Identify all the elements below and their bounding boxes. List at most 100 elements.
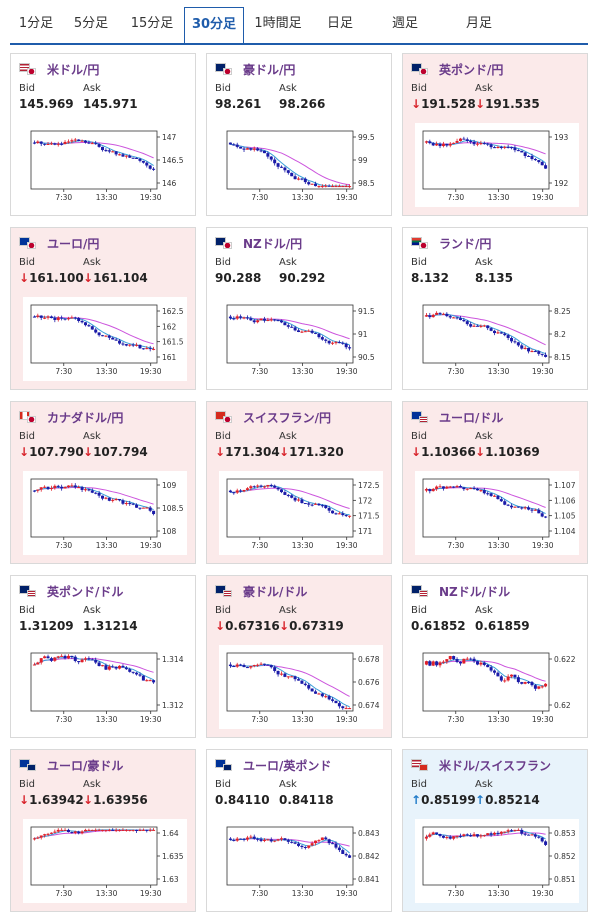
pair-header[interactable]: スイスフラン/円 (215, 409, 331, 425)
pair-header[interactable]: 米ドル/スイスフラン (411, 757, 551, 773)
candle-body (60, 317, 64, 319)
chart-area[interactable]: 109 108.5 108 7:30 13:30 19:30 (23, 471, 187, 555)
pair-header[interactable]: 英ポンド/円 (411, 61, 503, 77)
rate-card[interactable]: 米ドル/スイスフラン Bid Ask ↑0.85199 ↑0.85214 0.8… (402, 749, 588, 912)
chart-area[interactable]: 0.622 0.62 7:30 13:30 19:30 (415, 645, 579, 729)
pair-header[interactable]: ユーロ/円 (19, 235, 99, 251)
candle-body (242, 489, 246, 492)
y-tick-label: 162 (162, 322, 177, 331)
rate-card[interactable]: 米ドル/円 Bid Ask 145.969 145.971 147 146.5 14… (10, 53, 196, 216)
rate-card[interactable]: NZドル/ドル Bid Ask 0.61852 0.61859 0.622 0.6… (402, 575, 588, 738)
pair-header[interactable]: ランド/円 (411, 235, 491, 251)
pair-name[interactable]: 英ポンド/ドル (47, 584, 124, 599)
candle-body (489, 493, 493, 496)
chart-area[interactable]: 193 192 7:30 13:30 19:30 (415, 123, 579, 207)
rate-card[interactable]: ユーロ/豪ドル Bid Ask ↓1.63942 ↓1.63956 1.64 1.… (10, 749, 196, 912)
pair-name[interactable]: 米ドル/スイスフラン (439, 758, 552, 773)
candle-body (276, 487, 280, 490)
rate-card[interactable]: 英ポンド/ドル Bid Ask 1.31209 1.31214 1.314 1.3… (10, 575, 196, 738)
tab-2[interactable]: 15分足 (130, 16, 174, 31)
candle-body (493, 832, 497, 835)
pair-name[interactable]: 豪ドル/ドル (243, 584, 308, 599)
pair-name[interactable]: 英ポンド/円 (439, 62, 504, 77)
pair-name[interactable]: NZドル/ドル (439, 584, 511, 599)
chart-area[interactable]: 1.64 1.635 1.63 7:30 13:30 19:30 (23, 819, 187, 903)
candle-body (469, 140, 473, 142)
pair-name[interactable]: ランド/円 (439, 236, 492, 251)
rate-card[interactable]: スイスフラン/円 Bid Ask ↓171.304 ↓171.320 172.5… (206, 401, 392, 564)
candle-body (56, 485, 60, 487)
candle-body (138, 158, 142, 161)
candle-body (448, 143, 452, 146)
pair-header[interactable]: NZドル/ドル (411, 583, 510, 599)
candle-body (235, 490, 239, 493)
rate-card[interactable]: 豪ドル/ドル Bid Ask ↓0.67316 ↓0.67319 0.678 0.… (206, 575, 392, 738)
rate-card[interactable]: 英ポンド/円 Bid Ask ↓191.528 ↓191.535 193 192 7… (402, 53, 588, 216)
chart-area[interactable]: 1.314 1.312 7:30 13:30 19:30 (23, 645, 187, 729)
y-tick-label: 0.841 (358, 875, 380, 884)
bid-value: ↓107.790 (19, 445, 84, 459)
pair-header[interactable]: NZドル/円 (215, 235, 302, 251)
chart-area[interactable]: 99.5 99 98.5 7:30 13:30 19:30 (219, 123, 383, 207)
eu-au-flag-icon (19, 759, 41, 771)
candle-body (465, 658, 469, 660)
up-arrow-icon: ↑ (475, 793, 486, 807)
tab-1[interactable]: 5分足 (73, 16, 109, 31)
ask-value: 1.31214 (83, 619, 138, 633)
tab-4[interactable]: 1時間足 (254, 16, 302, 31)
rate-card[interactable]: 豪ドル/円 Bid Ask 98.261 98.266 99.5 99 98.5 7:… (206, 53, 392, 216)
tab-5[interactable]: 日足 (326, 16, 353, 31)
candle-body (101, 829, 105, 831)
chart-area[interactable]: 0.843 0.842 0.841 7:30 13:30 19:30 (219, 819, 383, 903)
rate-card[interactable]: カナダドル/円 Bid Ask ↓107.790 ↓107.794 109 108… (10, 401, 196, 564)
rate-card[interactable]: ユーロ/円 Bid Ask ↓161.100 ↓161.104 162.5 162… (10, 227, 196, 390)
pair-header[interactable]: 英ポンド/ドル (19, 583, 123, 599)
chart-area[interactable]: 0.678 0.676 0.674 7:30 13:30 19:30 (219, 645, 383, 729)
candle-body (283, 673, 287, 677)
tab-3[interactable]: 30分足 (184, 7, 244, 43)
pair-name[interactable]: カナダドル/円 (47, 410, 124, 425)
candle-body (276, 163, 280, 167)
pair-header[interactable]: 豪ドル/ドル (215, 583, 307, 599)
candle-body (337, 513, 341, 515)
rate-card[interactable]: ユーロ/英ポンド Bid Ask 0.84110 0.84118 0.843 0.… (206, 749, 392, 912)
pair-name[interactable]: 米ドル/円 (47, 62, 100, 77)
rate-card[interactable]: ユーロ/ドル Bid Ask ↓1.10366 ↓1.10369 1.107 1.… (402, 401, 588, 564)
pair-name[interactable]: スイスフラン/円 (243, 410, 332, 425)
pair-header[interactable]: 豪ドル/円 (215, 61, 295, 77)
pair-name[interactable]: 豪ドル/円 (243, 62, 296, 77)
chart-area[interactable]: 1.107 1.106 1.105 1.104 7:30 13:30 19:30 (415, 471, 579, 555)
rate-card[interactable]: ランド/円 Bid Ask 8.132 8.135 8.25 8.2 8.15 7:3… (402, 227, 588, 390)
candle-body (445, 659, 449, 662)
pair-header[interactable]: ユーロ/英ポンド (215, 757, 331, 773)
candle-body (242, 665, 246, 668)
pair-name[interactable]: NZドル/円 (243, 236, 303, 251)
pair-header[interactable]: ユーロ/ドル (411, 409, 503, 425)
tab-0[interactable]: 1分足 (18, 16, 54, 31)
eu-us-flag-icon (411, 411, 433, 423)
rate-card[interactable]: NZドル/円 Bid Ask 90.288 90.292 91.5 91 90.5 7… (206, 227, 392, 390)
pair-name[interactable]: ユーロ/ドル (439, 410, 504, 425)
chart-area[interactable]: 147 146.5 146 7:30 13:30 19:30 (23, 123, 187, 207)
chart-area[interactable]: 0.853 0.852 0.851 7:30 13:30 19:30 (415, 819, 579, 903)
candle-body (53, 657, 57, 661)
down-arrow-icon: ↓ (19, 793, 30, 807)
pair-name[interactable]: ユーロ/円 (47, 236, 100, 251)
candle-body (445, 313, 449, 317)
pair-header[interactable]: 米ドル/円 (19, 61, 99, 77)
chart-area[interactable]: 162.5 162 161.5 161 7:30 13:30 19:30 (23, 297, 187, 381)
candle-body (104, 150, 108, 152)
candle-body (537, 509, 541, 514)
tab-7[interactable]: 月足 (465, 16, 492, 31)
pair-name[interactable]: ユーロ/豪ドル (47, 758, 124, 773)
candle-body (276, 670, 280, 675)
chart-area[interactable]: 172.5 172 171.5 171 7:30 13:30 19:30 (219, 471, 383, 555)
chart-area[interactable]: 8.25 8.2 8.15 7:30 13:30 19:30 (415, 297, 579, 381)
pair-header[interactable]: カナダドル/円 (19, 409, 123, 425)
candle-body (283, 322, 287, 326)
chart-area[interactable]: 91.5 91 90.5 7:30 13:30 19:30 (219, 297, 383, 381)
pair-name[interactable]: ユーロ/英ポンド (243, 758, 332, 773)
candle-body (141, 829, 145, 831)
tab-6[interactable]: 週足 (391, 16, 418, 31)
pair-header[interactable]: ユーロ/豪ドル (19, 757, 123, 773)
